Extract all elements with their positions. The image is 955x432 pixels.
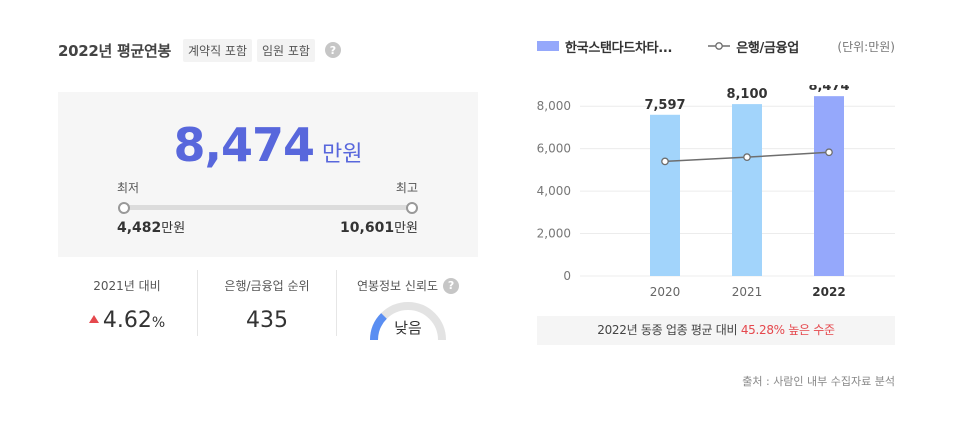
legend-line-marker	[708, 42, 731, 50]
y-tick-label: 0	[563, 269, 571, 283]
y-tick-label: 4,000	[537, 184, 571, 198]
min-salary-value: 4,482	[117, 220, 162, 236]
comparison-note: 2022년 동종 업종 평균 대비 45.28% 높은 수준	[537, 316, 895, 345]
stat-reliability-label-wrap: 연봉정보 신뢰도 ?	[338, 277, 478, 294]
salary-range-track	[124, 205, 412, 210]
stat-reliability: 연봉정보 신뢰도 ? 낮음	[338, 270, 478, 340]
legend-bar-swatch	[537, 41, 559, 51]
min-label: 최저	[117, 181, 140, 195]
max-label: 최고	[395, 181, 418, 195]
comparison-highlight: 45.28% 높은 수준	[740, 323, 835, 337]
legend-company-label: 한국스탠다드차타...	[565, 40, 673, 56]
stat-yoy-label: 2021년 대비	[93, 279, 161, 293]
stat-yoy: 2021년 대비 4.62%	[58, 270, 196, 336]
salary-header: 2022년 평균연봉 계약직 포함 임원 포함 ?	[58, 38, 341, 62]
stat-rank-value: 435	[246, 308, 288, 333]
max-salary: 10,601만원	[340, 217, 418, 236]
stat-yoy-value-wrap: 4.62%	[58, 308, 196, 333]
bar	[650, 114, 680, 276]
salary-trend-chart: 0 2,000 4,000 6,000 8,000 7,597 8,100 8,474 2020…	[537, 85, 895, 299]
reliability-gauge	[370, 302, 446, 340]
question-circle-icon[interactable]: ?	[324, 42, 341, 58]
industry-point	[661, 157, 669, 166]
bar	[814, 96, 844, 276]
tag-executive-included: 임원 포함	[257, 38, 315, 62]
reliability-value: 낮음	[394, 319, 422, 337]
y-tick-label: 2,000	[537, 227, 571, 241]
stat-yoy-suffix: %	[151, 315, 166, 331]
stat-rank: 은행/금융업 순위 435	[197, 270, 337, 336]
stats-row: 2021년 대비 4.62% 은행/금융업 순위 435 연봉정보 신뢰도 ? …	[58, 270, 478, 340]
range-max-handle	[406, 202, 418, 214]
average-salary: 8,474 만원	[58, 118, 478, 172]
range-min-handle	[118, 202, 130, 214]
industry-point	[743, 153, 751, 162]
comparison-note-text: 2022년 동종 업종 평균 대비	[597, 323, 741, 337]
legend-industry-label: 은행/금융업	[736, 40, 799, 56]
x-tick-label: 2020	[650, 285, 681, 299]
max-salary-unit: 만원	[394, 221, 418, 236]
bar-value-label: 7,597	[644, 98, 685, 113]
chart-unit: (단위:만원)	[837, 40, 895, 54]
x-tick-label: 2021	[732, 285, 763, 299]
stat-rank-label: 은행/금융업 순위	[224, 279, 310, 293]
x-tick-label: 2022	[812, 285, 845, 299]
bar-value-label: 8,474	[808, 85, 849, 94]
question-circle-icon[interactable]: ?	[443, 277, 460, 294]
bar-value-label: 8,100	[726, 87, 767, 102]
industry-point	[825, 148, 833, 157]
bar	[732, 104, 762, 276]
stat-reliability-label: 연봉정보 신뢰도	[356, 279, 439, 293]
average-salary-summary: 8,474 만원 최저 최고 4,482만원 10,601만원	[58, 92, 478, 257]
gauge-fill	[370, 313, 387, 340]
average-salary-unit: 만원	[322, 142, 363, 167]
data-source: 출처 : 사람인 내부 수집자료 분석	[742, 375, 895, 388]
triangle-up-icon	[88, 315, 99, 323]
y-tick-label: 6,000	[537, 142, 571, 156]
y-tick-label: 8,000	[537, 99, 571, 113]
min-salary: 4,482만원	[117, 217, 185, 236]
max-salary-value: 10,601	[340, 220, 395, 236]
page-title: 2022년 평균연봉	[58, 41, 171, 60]
tag-contract-included: 계약직 포함	[182, 38, 252, 62]
average-salary-value: 8,474	[173, 118, 316, 172]
min-salary-unit: 만원	[161, 221, 186, 236]
chart-legend: 한국스탠다드차타... 은행/금융업	[537, 36, 799, 56]
stat-yoy-value: 4.62	[102, 308, 152, 333]
